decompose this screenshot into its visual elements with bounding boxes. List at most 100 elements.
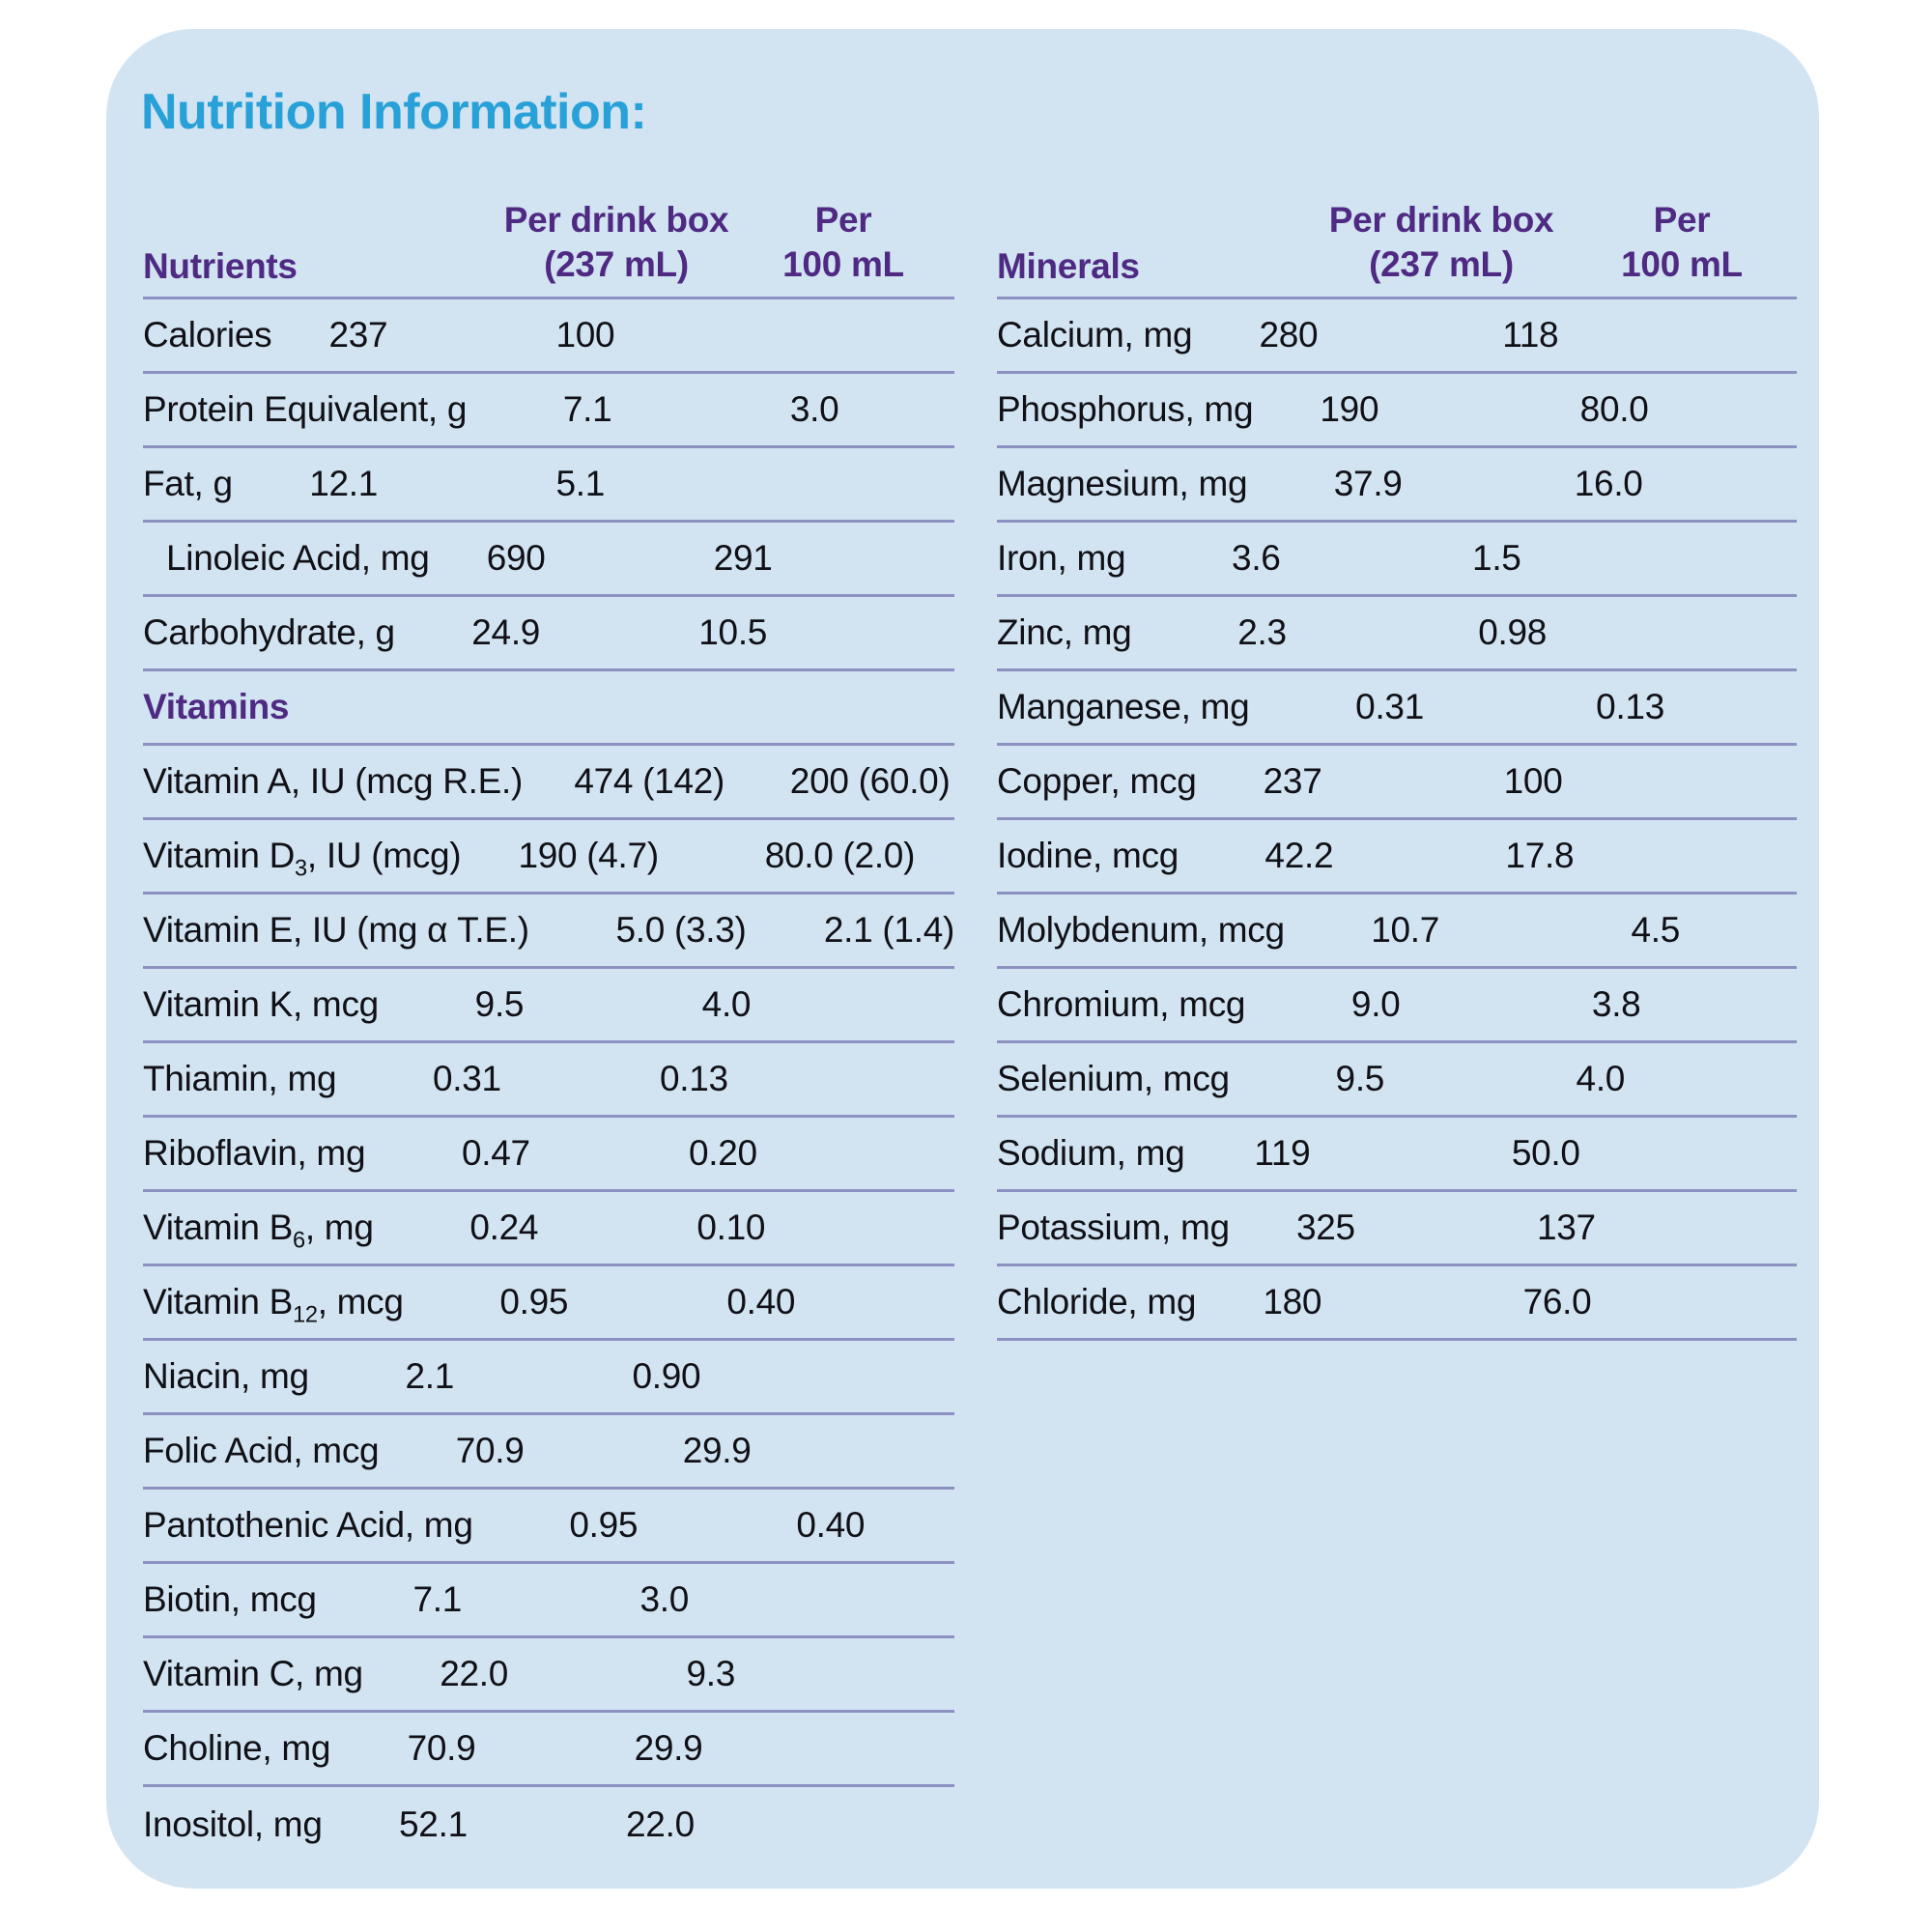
row-label: Inositol, mg bbox=[143, 1804, 323, 1844]
row-label: Vitamin D3, IU (mcg) bbox=[143, 836, 462, 882]
row-label: Choline, mg bbox=[143, 1728, 331, 1768]
value-fraction-part: .9 bbox=[446, 1728, 476, 1768]
table-row: Vitamin A, IU (mcg R.E.) 474 (142) 200 (60… bbox=[143, 746, 954, 820]
value-fraction-part: .0 bbox=[1550, 1133, 1580, 1173]
per-drink-box-value: 24.9 bbox=[395, 612, 627, 653]
table-row: Iron, mg 3.6 1.5 bbox=[997, 523, 1797, 597]
per-100ml-value: 3.0 bbox=[549, 1579, 771, 1620]
table-row: Riboflavin, mg 0.47 0.20 bbox=[143, 1118, 954, 1192]
per-100ml-value: 200 (60.0) bbox=[743, 761, 954, 802]
table-row: Vitamin D3, IU (mcg) 190 (4.7) 80.0 (2.0) bbox=[143, 820, 954, 895]
per-100ml-value: 50.0 bbox=[1435, 1133, 1665, 1174]
row-label: Calcium, mg bbox=[997, 315, 1193, 355]
per-drink-box-value: 70.9 bbox=[330, 1728, 562, 1769]
table-row: Inositol, mg 52.1 22.0 bbox=[143, 1787, 954, 1861]
per-drink-box-value: 12.1 bbox=[233, 464, 465, 504]
value-integer-part: 3 bbox=[1591, 984, 1612, 1024]
per-100ml-value: 0.20 bbox=[597, 1133, 819, 1174]
value-integer-part: 237 bbox=[328, 315, 388, 355]
value-integer-part: 37 bbox=[1333, 464, 1374, 503]
value-integer-part: 0 bbox=[659, 1059, 680, 1098]
table-row: Linoleic Acid, mg 690 291 bbox=[143, 523, 954, 597]
value-fraction-part: .9 bbox=[1373, 464, 1403, 503]
per-drink-box-value: 474 (142) bbox=[523, 761, 743, 802]
per-drink-box-value: 0.47 bbox=[365, 1133, 597, 1174]
row-label: Vitamin E, IU (mg α T.E.) bbox=[143, 910, 529, 950]
value-fraction-part: .0 bbox=[478, 1654, 509, 1693]
per-100ml-value: 4.0 bbox=[611, 984, 833, 1025]
value-fraction-part bbox=[1378, 389, 1504, 430]
page-title: Nutrition Information: bbox=[141, 84, 647, 140]
value-fraction-part: .90 bbox=[651, 1356, 701, 1396]
per-100ml-value: 100 bbox=[1447, 761, 1677, 802]
value-fraction-part: .9 bbox=[673, 1728, 703, 1768]
value-integer-part: 0 bbox=[499, 1282, 520, 1321]
value-fraction-part bbox=[1596, 1208, 1711, 1248]
per-drink-box-value: 0.31 bbox=[336, 1059, 568, 1099]
value-fraction-part: .3 bbox=[705, 1654, 736, 1693]
value-integer-part: 190 bbox=[518, 836, 578, 875]
value-fraction-part bbox=[1321, 761, 1447, 802]
per-drink-box-value: 37.9 bbox=[1247, 464, 1498, 504]
per-100ml-value: 17.8 bbox=[1430, 836, 1660, 876]
row-label: Linoleic Acid, mg bbox=[166, 538, 430, 578]
header-line-2: (237 mL) bbox=[544, 244, 689, 284]
value-fraction-part: .1 bbox=[348, 464, 379, 503]
value-fraction-part: .3 bbox=[1257, 612, 1287, 652]
value-integer-part: 0 bbox=[696, 1208, 717, 1247]
value-fraction-part: (60.0) bbox=[848, 761, 951, 801]
table-row: Vitamin B12, mcg 0.95 0.40 bbox=[143, 1266, 954, 1341]
row-label: Riboflavin, mg bbox=[143, 1133, 366, 1173]
row-label: Iron, mg bbox=[997, 538, 1126, 578]
table-row: Niacin, mg 2.1 0.90 bbox=[143, 1341, 954, 1415]
per-drink-box-value: 9.5 bbox=[1230, 1059, 1481, 1099]
value-integer-part: 100 bbox=[555, 315, 615, 355]
per-drink-box-value: 2.1 bbox=[309, 1356, 541, 1397]
nutrients-table-header: Nutrients Per drink box (237 mL) Per 100… bbox=[143, 174, 954, 299]
per-drink-box-value: 7.1 bbox=[317, 1579, 549, 1620]
value-fraction-part: .6 bbox=[1251, 538, 1281, 578]
row-label: Iodine, mcg bbox=[997, 836, 1179, 875]
value-integer-part: 0 bbox=[432, 1059, 453, 1098]
value-integer-part: 325 bbox=[1295, 1208, 1355, 1247]
value-integer-part: 12 bbox=[309, 464, 349, 503]
table-rows: Calories 237 100 Protein Equivalent, g 7.1 3.… bbox=[143, 299, 954, 1861]
table-row: Protein Equivalent, g 7.1 3.0 bbox=[143, 374, 954, 448]
value-integer-part: 690 bbox=[486, 538, 546, 578]
table-row: Magnesium, mg 37.9 16.0 bbox=[997, 448, 1797, 523]
value-integer-part: 280 bbox=[1259, 315, 1319, 355]
per-drink-box-value: 0.31 bbox=[1249, 687, 1500, 727]
per-100ml-value: 3.8 bbox=[1496, 984, 1726, 1025]
value-fraction-part: .95 bbox=[588, 1505, 639, 1545]
value-fraction-part bbox=[1562, 761, 1677, 802]
column-header-minerals: Minerals bbox=[997, 246, 1140, 286]
value-fraction-part: .0 bbox=[1371, 984, 1401, 1024]
table-row: Carbohydrate, g 24.9 10.5 bbox=[143, 597, 954, 671]
table-row: Potassium, mg 325 137 bbox=[997, 1192, 1797, 1266]
per-100ml-value: 0.98 bbox=[1382, 612, 1612, 653]
table-row: Calories 237 100 bbox=[143, 299, 954, 374]
table-row: Choline, mg 70.9 29.9 bbox=[143, 1713, 954, 1787]
value-fraction-part: .5 bbox=[1354, 1059, 1385, 1098]
row-label: Magnesium, mg bbox=[997, 464, 1248, 503]
table-row: Vitamin K, mcg 9.5 4.0 bbox=[143, 969, 954, 1043]
value-integer-part: 16 bbox=[1574, 464, 1614, 503]
value-integer-part: 9 bbox=[1335, 1059, 1356, 1098]
row-label: Selenium, mcg bbox=[997, 1059, 1230, 1098]
per-100ml-value: 4.5 bbox=[1536, 910, 1766, 951]
value-fraction-part: .9 bbox=[722, 1431, 752, 1470]
per-100ml-value: 0.90 bbox=[541, 1356, 763, 1397]
value-integer-part: 2 bbox=[1237, 612, 1258, 652]
per-drink-box-value: 0.24 bbox=[374, 1208, 606, 1248]
per-100ml-value: 10.5 bbox=[627, 612, 849, 653]
minerals-table-header: Minerals Per drink box (237 mL) Per 100 … bbox=[997, 174, 1797, 299]
per-100ml-value: 29.9 bbox=[562, 1728, 784, 1769]
per-100ml-value: 22.0 bbox=[554, 1804, 777, 1845]
per-drink-box-value: 237 bbox=[1196, 761, 1447, 802]
value-integer-part: 10 bbox=[1371, 910, 1410, 950]
value-integer-part: 1 bbox=[1472, 538, 1492, 578]
value-integer-part: 17 bbox=[1505, 836, 1545, 875]
table-row: Thiamin, mg 0.31 0.13 bbox=[143, 1043, 954, 1118]
table-row: Vitamin B6, mg 0.24 0.10 bbox=[143, 1192, 954, 1266]
value-integer-part: 200 bbox=[789, 761, 849, 801]
